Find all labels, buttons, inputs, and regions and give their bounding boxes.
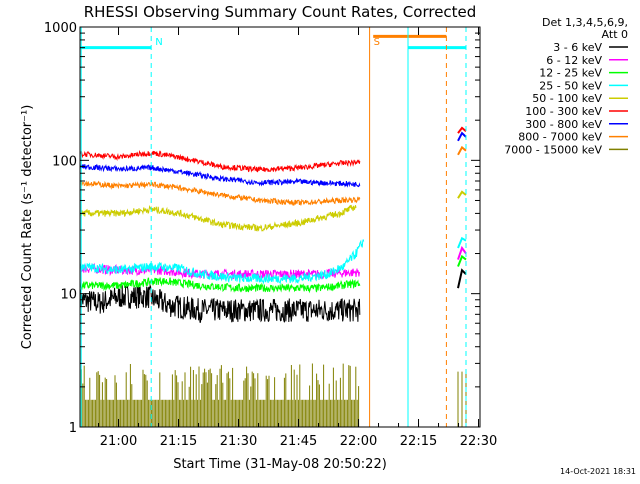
series-9 [79,363,467,427]
series-3-trace [79,277,361,294]
x-tick-label: 21:15 [160,434,197,449]
x-axis: 21:00 21:15 21:30 21:45 22:00 22:15 22:30 [98,27,497,449]
series-7-trace-late [457,131,467,142]
y-tick-label: 10 [60,288,77,303]
series-5 [79,190,467,232]
plot-frame [79,26,481,428]
legend-label: 100 - 300 keV [525,105,602,118]
y-axis-label: Corrected Count Rate (s⁻¹ detector⁻¹) [20,105,35,350]
y-tick-label: 1 [69,421,77,436]
legend-label: 6 - 12 keV [546,54,602,67]
series-8 [79,145,467,207]
series-2-trace-late [457,245,467,260]
y-tick-label: 100 [52,154,77,169]
series-4 [79,236,467,285]
legend-label: 12 - 25 keV [539,67,602,80]
series-6-trace [79,149,361,173]
footer-date: 14-Oct-2021 18:31 [560,467,636,476]
x-tick-label: 21:00 [100,434,137,449]
y-axis: 1 10 100 1000 [44,21,480,436]
x-tick-label: 21:30 [220,434,257,449]
series-6-trace-late [457,126,467,134]
series-8-trace [79,180,361,207]
series-3 [79,254,467,294]
legend-label: 25 - 50 keV [539,79,602,92]
x-tick-label: 21:45 [280,434,317,449]
series-4-trace [79,239,365,285]
series-7-trace [79,163,361,188]
series-8-trace-late [457,145,467,156]
x-tick-label: 22:00 [340,434,377,449]
legend-subtitle: Att 0 [602,28,628,41]
legend-label: 800 - 7000 keV [518,131,602,144]
annotation-label: N [155,37,162,48]
legend-label: 3 - 6 keV [553,41,602,54]
legend-title: Det 1,3,4,5,6,9, [542,16,628,29]
y-tick-label: 1000 [44,21,77,36]
series-7 [79,131,467,188]
series-1-trace-late [457,268,467,289]
series-1-trace [79,283,361,323]
legend-label: 7000 - 15000 keV [504,143,602,156]
legend-label: 300 - 800 keV [525,118,602,131]
series-6 [79,126,467,173]
series-5-trace-late [457,190,467,199]
x-tick-label: 22:30 [460,434,497,449]
x-tick-label: 22:15 [400,434,437,449]
series-1 [79,268,467,323]
series-3-trace-late [457,254,467,267]
annotation-label: S [374,37,380,48]
series-4-trace-late [457,236,467,249]
chart-title: RHESSI Observing Summary Count Rates, Co… [84,3,477,21]
x-axis-label: Start Time (31-May-08 20:50:22) [173,457,387,472]
series-5-trace [79,204,357,232]
legend-label: 50 - 100 keV [532,92,602,105]
